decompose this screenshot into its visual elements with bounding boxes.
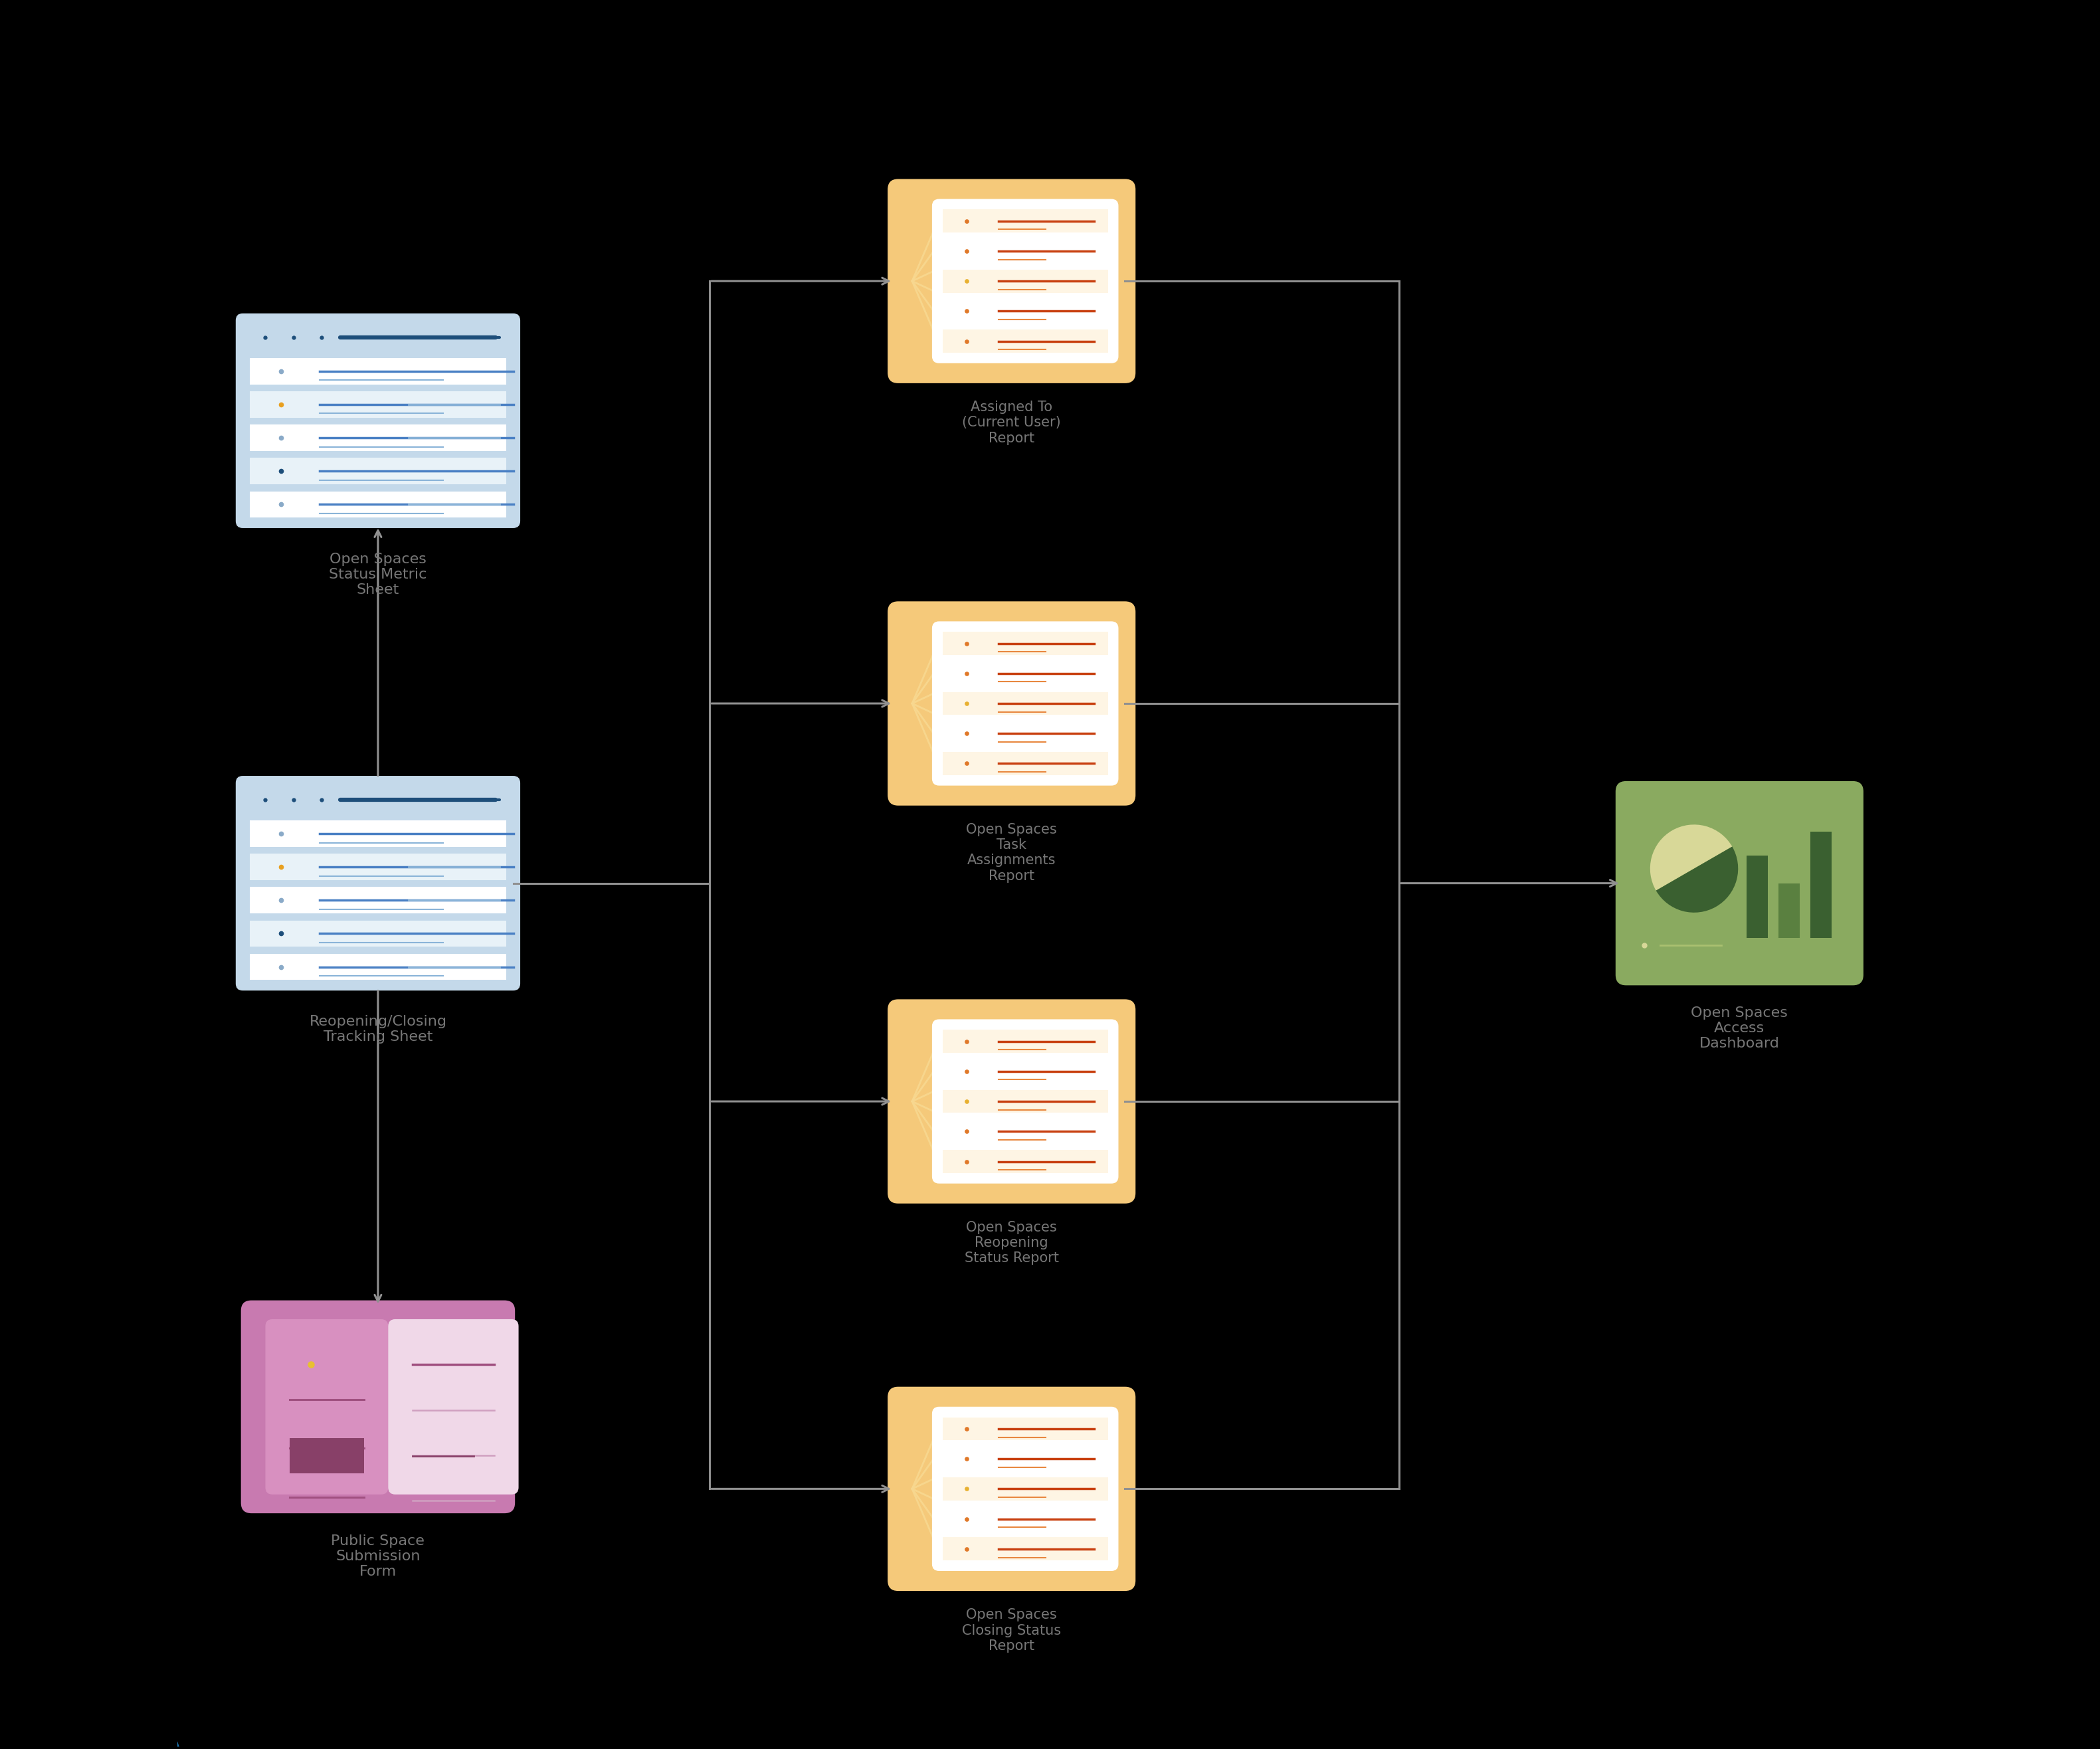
Text: Open Spaces
Reopening
Status Report: Open Spaces Reopening Status Report <box>964 1221 1058 1265</box>
Bar <box>943 240 1109 262</box>
Bar <box>943 752 1109 775</box>
FancyBboxPatch shape <box>932 1406 1119 1571</box>
Bar <box>244 320 512 355</box>
Bar <box>943 661 1109 686</box>
FancyBboxPatch shape <box>888 1387 1136 1592</box>
Bar <box>250 359 506 385</box>
Wedge shape <box>1657 847 1739 913</box>
Bar <box>250 425 506 451</box>
Text: Open Spaces
Access
Dashboard: Open Spaces Access Dashboard <box>1690 1006 1787 1051</box>
FancyBboxPatch shape <box>932 1020 1119 1184</box>
Text: Assigned To
(Current User)
Report: Assigned To (Current User) Report <box>962 401 1060 444</box>
FancyBboxPatch shape <box>888 602 1136 806</box>
Bar <box>943 1417 1109 1439</box>
FancyBboxPatch shape <box>1615 782 1863 985</box>
Bar <box>1810 833 1831 937</box>
Bar <box>250 920 506 946</box>
Bar <box>943 1060 1109 1083</box>
FancyBboxPatch shape <box>932 621 1119 785</box>
FancyBboxPatch shape <box>242 1300 515 1513</box>
FancyBboxPatch shape <box>388 1319 519 1494</box>
Bar <box>250 458 506 484</box>
FancyBboxPatch shape <box>265 1319 388 1494</box>
Bar <box>943 299 1109 322</box>
Bar <box>943 210 1109 233</box>
Bar <box>943 1149 1109 1174</box>
Bar <box>943 269 1109 292</box>
Text: Open Spaces
Closing Status
Report: Open Spaces Closing Status Report <box>962 1609 1060 1653</box>
FancyBboxPatch shape <box>235 777 521 990</box>
Bar <box>1747 855 1768 937</box>
Text: Open Spaces
Task
Assignments
Report: Open Spaces Task Assignments Report <box>966 824 1056 883</box>
FancyBboxPatch shape <box>888 999 1136 1203</box>
Bar <box>250 392 506 418</box>
Text: Open Spaces
Status Metric
Sheet: Open Spaces Status Metric Sheet <box>330 553 426 596</box>
Bar <box>250 953 506 979</box>
Bar <box>250 491 506 518</box>
Bar <box>290 1438 363 1473</box>
FancyBboxPatch shape <box>932 199 1119 364</box>
Bar <box>943 1508 1109 1530</box>
Text: Reopening/Closing
Tracking Sheet: Reopening/Closing Tracking Sheet <box>309 1014 447 1044</box>
Bar <box>943 1446 1109 1471</box>
Bar <box>943 1119 1109 1144</box>
Bar <box>943 693 1109 715</box>
Bar <box>943 1537 1109 1560</box>
Bar <box>250 887 506 913</box>
Bar <box>250 854 506 880</box>
FancyArrow shape <box>174 1739 181 1747</box>
Bar <box>244 784 512 817</box>
Bar <box>943 631 1109 654</box>
Bar <box>250 820 506 847</box>
Bar <box>943 1478 1109 1501</box>
Bar <box>943 329 1109 353</box>
Bar <box>943 1090 1109 1112</box>
FancyBboxPatch shape <box>888 178 1136 383</box>
Bar <box>1779 883 1800 937</box>
FancyArrow shape <box>174 1739 181 1747</box>
Bar <box>943 722 1109 745</box>
Wedge shape <box>1651 824 1732 890</box>
FancyBboxPatch shape <box>235 313 521 528</box>
Text: Public Space
Submission
Form: Public Space Submission Form <box>332 1534 424 1578</box>
Bar <box>943 1030 1109 1053</box>
